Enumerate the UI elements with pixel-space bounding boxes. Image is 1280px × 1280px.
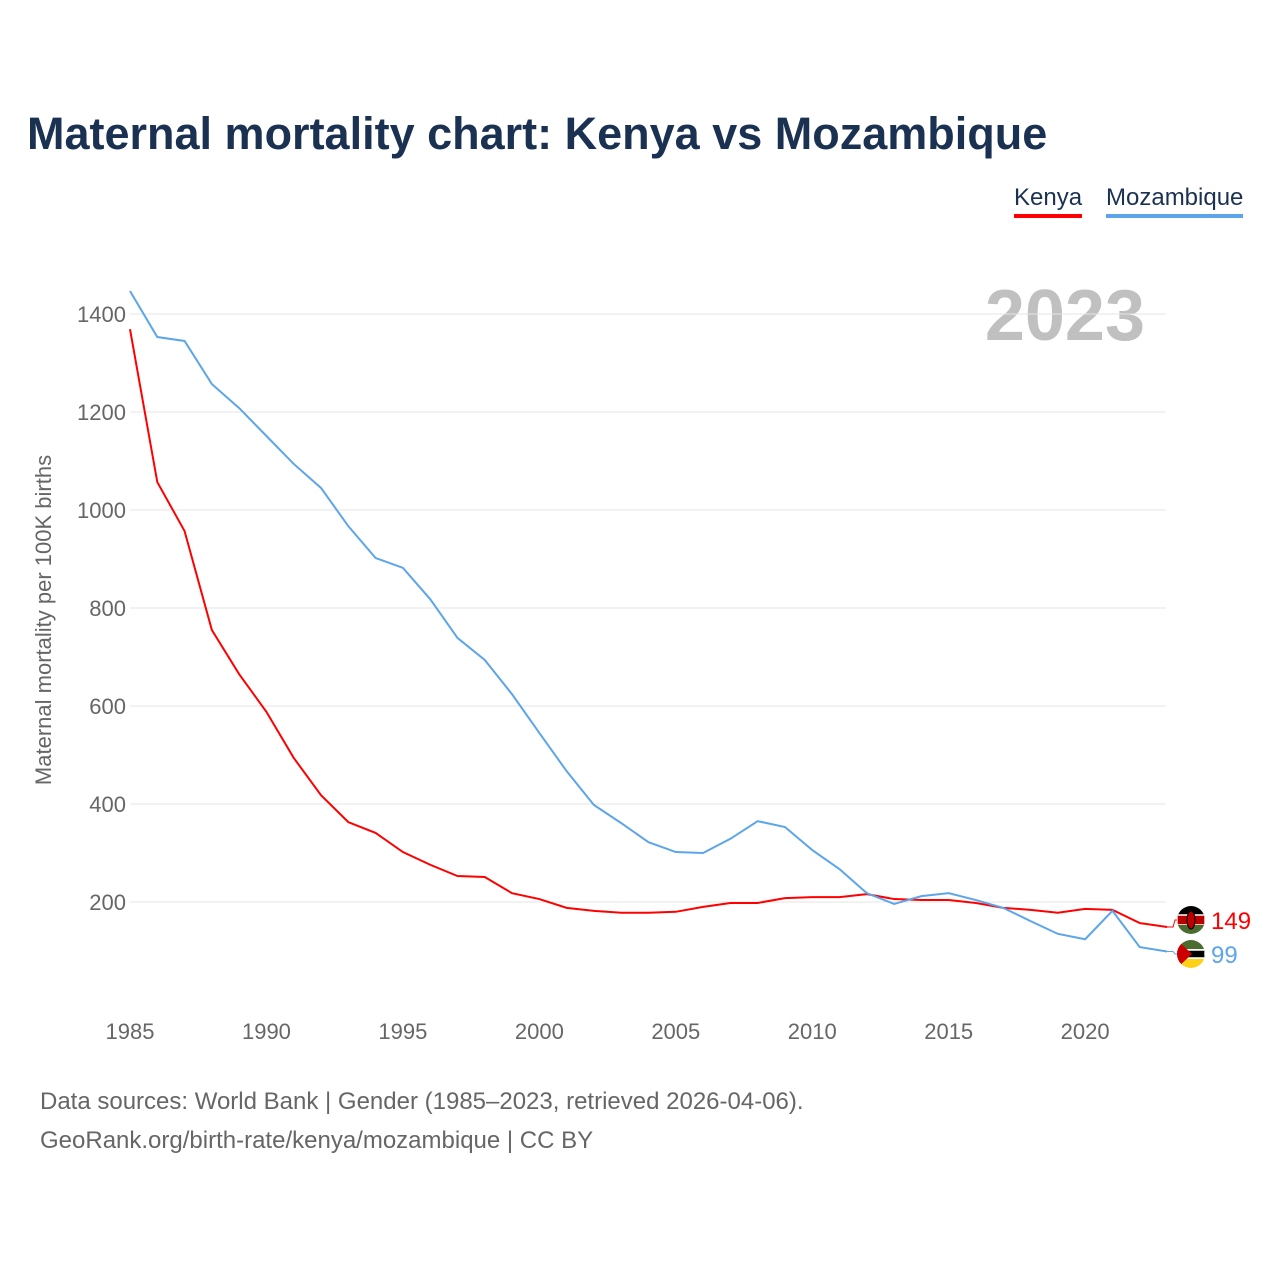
x-tick-label: 1990 — [242, 1019, 291, 1044]
mozambique-flag-icon — [1177, 940, 1205, 968]
x-tick-label: 2020 — [1061, 1019, 1110, 1044]
series-line-mozambique — [129, 290, 1168, 953]
source-line-2: GeoRank.org/birth-rate/kenya/mozambique … — [40, 1127, 594, 1154]
x-tick-label: 1995 — [378, 1019, 427, 1044]
y-tick-label: 200 — [89, 890, 126, 915]
y-axis-label: Maternal mortality per 100K births — [31, 455, 56, 785]
legend-kenya[interactable]: Kenya — [1014, 184, 1083, 218]
kenya-flag-icon — [1177, 906, 1205, 934]
series-line-kenya — [129, 329, 1168, 928]
y-tick-label: 600 — [89, 694, 126, 719]
y-tick-label: 800 — [89, 596, 126, 621]
source-line-1: Data sources: World Bank | Gender (1985–… — [40, 1088, 804, 1115]
year-watermark: 2023 — [985, 276, 1145, 356]
x-tick-label: 2000 — [515, 1019, 564, 1044]
x-tick-label: 1985 — [106, 1019, 155, 1044]
end-value-label: 99 — [1211, 942, 1238, 969]
legend-mozambique[interactable]: Mozambique — [1106, 184, 1244, 218]
y-tick-label: 1000 — [77, 498, 126, 523]
y-tick-label: 1400 — [77, 302, 126, 327]
x-tick-label: 2010 — [788, 1019, 837, 1044]
x-tick-label: 2005 — [651, 1019, 700, 1044]
y-tick-label: 1200 — [77, 400, 126, 425]
x-tick-label: 2015 — [924, 1019, 973, 1044]
chart-title: Maternal mortality chart: Kenya vs Mozam… — [27, 108, 1048, 159]
y-tick-label: 400 — [89, 792, 126, 817]
end-value-label: 149 — [1211, 908, 1251, 935]
